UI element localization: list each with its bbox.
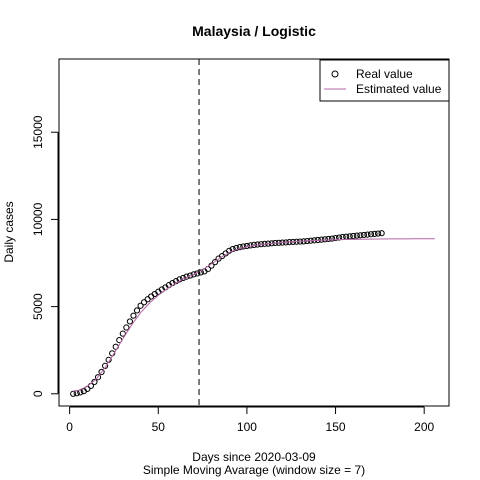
real-value-point: [233, 244, 240, 252]
x-tick-label: 150: [326, 420, 346, 434]
y-axis: 0 5000 10000 15000: [31, 115, 59, 397]
real-value-point: [190, 271, 197, 278]
real-value-point: [371, 230, 378, 237]
real-value-point: [211, 259, 219, 266]
real-value-point: [187, 272, 194, 279]
legend-estimated-value-label: Estimated value: [356, 82, 442, 96]
x-axis: 0 50 100 150 200: [66, 406, 435, 434]
x-axis-label: Days since 2020-03-09: [192, 450, 316, 464]
real-value-points: [70, 230, 385, 397]
estimated-value-line: [73, 238, 435, 392]
real-value-point: [360, 231, 368, 239]
real-value-point: [123, 324, 130, 331]
x-tick-label: 100: [237, 420, 257, 434]
legend-box: [319, 59, 450, 102]
y-tick-label: 0: [31, 390, 45, 397]
legend-real-value-label: Real value: [356, 67, 413, 81]
real-value-point: [144, 296, 151, 303]
y-axis-label: Daily cases: [2, 201, 16, 262]
legend: Real value Estimated value: [319, 59, 450, 102]
real-value-point: [101, 362, 109, 369]
x-axis-subtitle: Simple Moving Avarage (window size = 7): [143, 463, 365, 477]
real-value-point: [226, 247, 233, 254]
real-value-point: [328, 235, 336, 242]
real-value-point: [367, 231, 375, 238]
real-value-point: [350, 232, 357, 240]
y-tick-label: 10000: [31, 202, 45, 236]
chart-title: Malaysia / Logistic: [192, 23, 316, 39]
real-value-point: [70, 390, 77, 397]
real-value-point: [325, 235, 332, 243]
real-value-point: [321, 236, 329, 243]
real-value-point: [137, 302, 144, 309]
real-value-point: [374, 230, 382, 237]
x-tick-label: 200: [414, 420, 434, 434]
real-value-point: [140, 299, 148, 306]
real-value-point: [240, 243, 247, 250]
y-tick-label: 15000: [31, 115, 45, 149]
real-value-point: [126, 318, 134, 325]
real-value-point: [364, 231, 371, 238]
real-value-point: [119, 330, 126, 337]
plot-area: [70, 59, 435, 406]
real-value-point: [91, 378, 98, 386]
real-value-point: [73, 390, 80, 397]
real-value-point: [94, 374, 102, 381]
real-value-point: [353, 232, 360, 239]
y-tick-label: 5000: [31, 293, 45, 320]
real-value-point: [335, 234, 343, 241]
x-tick-label: 0: [66, 420, 73, 434]
real-value-point: [98, 368, 105, 376]
legend-real-value-symbol: [331, 70, 339, 78]
real-value-point: [236, 244, 243, 251]
x-tick-label: 50: [152, 420, 166, 434]
real-value-point: [130, 312, 137, 319]
real-value-point: [357, 232, 364, 239]
real-value-point: [133, 307, 141, 314]
plot-border: [58, 58, 450, 407]
real-value-point: [378, 230, 385, 237]
real-value-point: [332, 234, 339, 242]
